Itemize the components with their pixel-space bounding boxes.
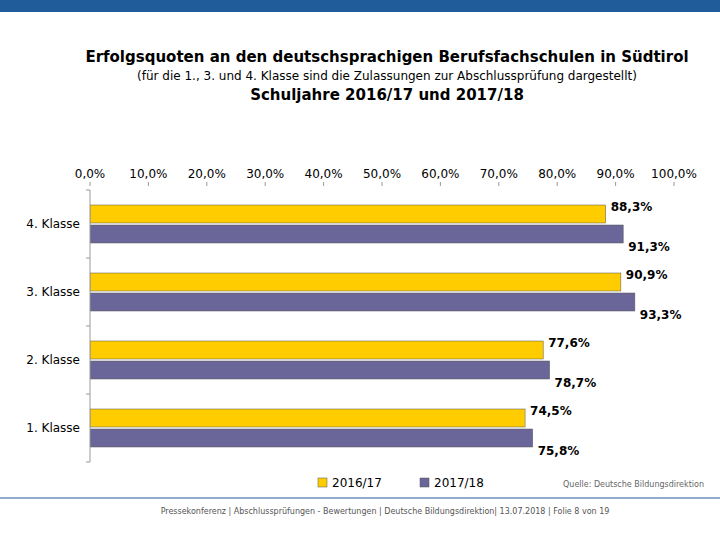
chart: Erfolgsquoten an den deutschsprachigen B…: [0, 0, 720, 540]
category-tick: [86, 326, 90, 327]
category-tick: [86, 462, 90, 463]
x-tick-label: 30,0%: [246, 167, 284, 181]
x-tick-label: 90,0%: [597, 167, 635, 181]
x-tick-label: 50,0%: [363, 167, 401, 181]
bar: [90, 205, 606, 223]
bar: [90, 361, 550, 379]
period: Schuljahre 2016/17 und 2017/18: [250, 86, 524, 104]
category-label: 1. Klasse: [26, 421, 80, 435]
legend-swatch: [420, 478, 429, 487]
data-label: 77,6%: [548, 336, 590, 350]
x-tick: [90, 182, 91, 186]
data-label: 75,8%: [538, 444, 580, 458]
bar: [90, 409, 525, 427]
bar: [90, 293, 635, 311]
legend-swatch: [318, 478, 327, 487]
x-tick-label: 60,0%: [421, 167, 459, 181]
category-label: 2. Klasse: [26, 353, 80, 367]
category-tick: [86, 394, 90, 395]
x-tick-label: 40,0%: [305, 167, 343, 181]
category-label: 3. Klasse: [26, 285, 80, 299]
legend-label: 2016/17: [332, 476, 382, 490]
x-tick: [498, 182, 499, 186]
bar: [90, 225, 623, 243]
x-tick: [265, 182, 266, 186]
x-tick: [148, 182, 149, 186]
x-tick-label: 100,0%: [651, 167, 697, 181]
x-tick-label: 10,0%: [129, 167, 167, 181]
x-tick: [674, 182, 675, 186]
data-label: 74,5%: [530, 404, 572, 418]
header-band: [0, 0, 720, 12]
data-label: 91,3%: [628, 240, 670, 254]
x-tick: [557, 182, 558, 186]
source: Quelle: Deutsche Bildungsdirektion: [563, 480, 704, 489]
category-label: 4. Klasse: [26, 217, 80, 231]
bar: [90, 341, 543, 359]
data-label: 78,7%: [555, 376, 597, 390]
bar: [90, 429, 533, 447]
title: Erfolgsquoten an den deutschsprachigen B…: [85, 48, 688, 66]
data-label: 93,3%: [640, 308, 682, 322]
footer: Pressekonferenz | Abschlussprüfungen - B…: [161, 507, 610, 516]
bars: [90, 205, 635, 447]
category-tick: [86, 258, 90, 259]
legend-label: 2017/18: [434, 476, 484, 490]
x-tick-label: 80,0%: [538, 167, 576, 181]
data-label: 90,9%: [626, 268, 668, 282]
x-tick: [615, 182, 616, 186]
x-tick: [440, 182, 441, 186]
subtitle: (für die 1., 3. und 4. Klasse sind die Z…: [137, 69, 637, 83]
x-tick: [206, 182, 207, 186]
x-tick: [382, 182, 383, 186]
x-tick-label: 0,0%: [75, 167, 106, 181]
footer-line: [0, 498, 720, 499]
x-tick: [323, 182, 324, 186]
background: [0, 0, 720, 540]
category-tick: [86, 190, 90, 191]
bar: [90, 273, 621, 291]
data-label: 88,3%: [611, 200, 653, 214]
x-tick-label: 20,0%: [188, 167, 226, 181]
x-tick-label: 70,0%: [480, 167, 518, 181]
